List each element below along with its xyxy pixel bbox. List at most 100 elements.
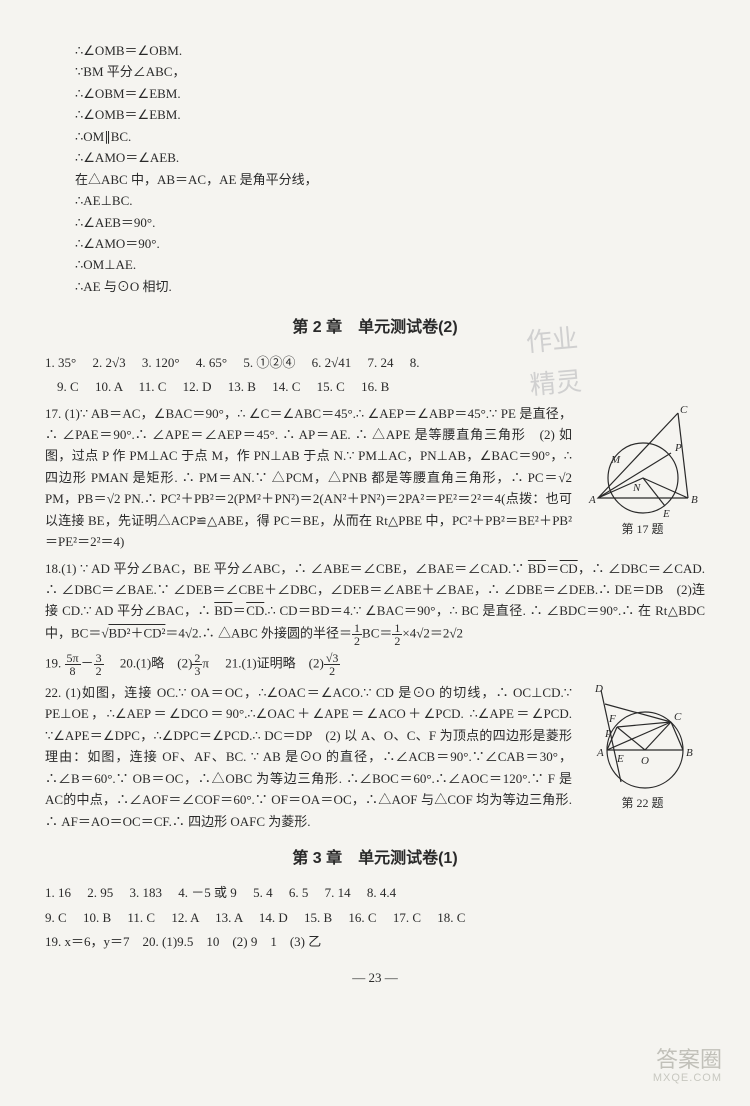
ans: 10. A <box>95 379 122 394</box>
ans: 16. C <box>348 910 376 925</box>
label-O: O <box>641 755 649 767</box>
q-num: 17. <box>45 406 61 421</box>
sqrt-expr: BD²＋CD² <box>108 625 165 640</box>
frac-half: 12 <box>352 622 362 647</box>
proof-line: ∴∠OMB＝∠OBM. <box>45 40 705 61</box>
s3-answers-row-2: 9. C 10. B 11. C 12. A 13. A 14. D 15. B… <box>45 907 705 928</box>
label-E: E <box>662 508 670 518</box>
ans: 14. D <box>259 910 288 925</box>
t: (1)略 (2) <box>136 655 192 670</box>
label-P: P <box>604 728 612 740</box>
frac-21: √32 <box>324 652 341 677</box>
q-num: 22. <box>45 685 61 700</box>
ans: 15. C <box>317 379 345 394</box>
ans: 4. 65° <box>196 355 227 370</box>
ans: 13. A <box>215 910 242 925</box>
arc-bd-2: BD <box>214 605 232 617</box>
proof-line: ∴∠AEB＝90°. <box>45 212 705 233</box>
ans: 2. 95 <box>87 885 113 900</box>
label-M: M <box>610 454 621 466</box>
ans: 11. C <box>127 910 155 925</box>
ans: 16. B <box>361 379 389 394</box>
figure-22: D F C P A E O B 第 22 题 <box>580 682 705 814</box>
frac-20: 23 <box>192 652 202 677</box>
t: ＝ <box>232 603 246 618</box>
proof-line: ∴OM∥BC. <box>45 126 705 147</box>
frac-half-2: 12 <box>392 622 402 647</box>
t: ×4√2＝2√2 <box>402 625 463 640</box>
page-number: — 23 — <box>45 967 705 988</box>
proof-block: ∴∠OMB＝∠OBM. ∵BM 平分∠ABC， ∴∠OBM＝∠EBM. ∴∠OM… <box>45 40 705 297</box>
answers-row-1: 1. 35° 2. 2√3 3. 120° 4. 65° 5. ①②④ 6. 2… <box>45 352 705 373</box>
ans: 14. C <box>272 379 300 394</box>
question-18: 18.(1) ∵ AD 平分∠BAC，BE 平分∠ABC，∴ ∠ABE＝∠CBE… <box>45 558 705 647</box>
ans: 12. A <box>171 910 198 925</box>
t: (1)证明略 (2) <box>242 655 324 670</box>
ans: 3. 120° <box>142 355 180 370</box>
s3-answers-row-1: 1. 16 2. 95 3. 183 4. －5 或 9 5. 4 6. 5 7… <box>45 882 705 903</box>
ans: 2. 2√3 <box>92 355 125 370</box>
ans: 18. C <box>437 910 465 925</box>
label-C: C <box>680 404 688 416</box>
ans: 3. 183 <box>130 885 163 900</box>
label-N: N <box>632 482 641 494</box>
ans: 5. 4 <box>253 885 273 900</box>
label-A: A <box>588 494 596 506</box>
ans: 11. C <box>139 379 167 394</box>
arc-bd: BD <box>528 563 546 575</box>
q-num: 18. <box>45 561 61 576</box>
arc-cd-2: CD <box>246 605 264 617</box>
label-A: A <box>596 747 604 759</box>
figure-17-caption: 第 17 题 <box>621 522 663 536</box>
watermark-sub: MXQE.COM <box>653 1072 722 1084</box>
ans: 15. B <box>304 910 332 925</box>
label-B: B <box>686 747 693 759</box>
ans: 13. B <box>228 379 256 394</box>
section-3-title: 第 3 章 单元测试卷(1) <box>45 846 705 872</box>
t: (1) ∵ AD 平分∠BAC，BE 平分∠ABC，∴ ∠ABE＝∠CBE，∠B… <box>61 561 528 576</box>
label-B: B <box>691 494 698 506</box>
ans: 6. 5 <box>289 885 309 900</box>
s3-answers-row-3: 19. x＝6，y＝7 20. (1)9.5 10 (2) 9 1 (3) 乙 <box>45 931 705 952</box>
proof-line: ∴∠AMO＝∠AEB. <box>45 147 705 168</box>
proof-line: ∴∠AMO＝90°. <box>45 233 705 254</box>
label-C: C <box>674 711 682 723</box>
watermark-main: 答案圈 <box>656 1047 722 1072</box>
mid: － <box>81 655 94 670</box>
section-2-title: 第 2 章 单元测试卷(2) <box>45 315 705 341</box>
question-22: D F C P A E O B 第 22 题 22. (1)如图，连接 OC.∵… <box>45 682 705 832</box>
proof-line: ∴AE⊥BC. <box>45 190 705 211</box>
proof-line: ∴∠OMB＝∠EBM. <box>45 104 705 125</box>
label-P: P <box>674 442 682 454</box>
ans: 1. 35° <box>45 355 76 370</box>
ans: 9. C <box>57 379 79 394</box>
ans: 9. C <box>45 910 67 925</box>
ans: 8. 4.4 <box>367 885 396 900</box>
proof-line: 在△ABC 中，AB＝AC，AE 是角平分线， <box>45 169 705 190</box>
question-19-21: 19. 5π8－32 20.(1)略 (2)23π 21.(1)证明略 (2)√… <box>45 652 705 677</box>
ans: 7. 24 <box>368 355 394 370</box>
ans: 12. D <box>183 379 212 394</box>
ans: 4. －5 或 9 <box>178 885 237 900</box>
t: ＝ <box>546 561 560 576</box>
t: BC＝ <box>362 625 392 640</box>
label-E: E <box>616 753 624 765</box>
proof-line: ∴AE 与⊙O 相切. <box>45 276 705 297</box>
t: ＝4√2.∴ △ABC 外接圆的半径＝ <box>165 625 352 640</box>
label-D: D <box>594 683 603 695</box>
frac-19a: 5π8 <box>65 652 81 677</box>
proof-line: ∴∠OBM＝∠EBM. <box>45 83 705 104</box>
q-num: 21. <box>225 655 241 670</box>
ans: 10. B <box>83 910 111 925</box>
proof-line: ∴OM⊥AE. <box>45 254 705 275</box>
ans: 1. 16 <box>45 885 71 900</box>
figure-22-caption: 第 22 题 <box>621 796 663 810</box>
question-17: C P M N A B E 第 17 题 17. (1)∵ AB＝AC，∠BAC… <box>45 403 705 553</box>
ans: 6. 2√41 <box>312 355 352 370</box>
t: π <box>202 655 209 670</box>
q-body: (1)∵ AB＝AC，∠BAC＝90°，∴ ∠C＝∠ABC＝45°.∴ ∠AEP… <box>45 406 572 550</box>
ans: 17. C <box>393 910 421 925</box>
ans: 8. <box>410 355 420 370</box>
figure-17: C P M N A B E 第 17 题 <box>580 403 705 540</box>
answers-row-2: 9. C 10. A 11. C 12. D 13. B 14. C 15. C… <box>45 376 705 397</box>
